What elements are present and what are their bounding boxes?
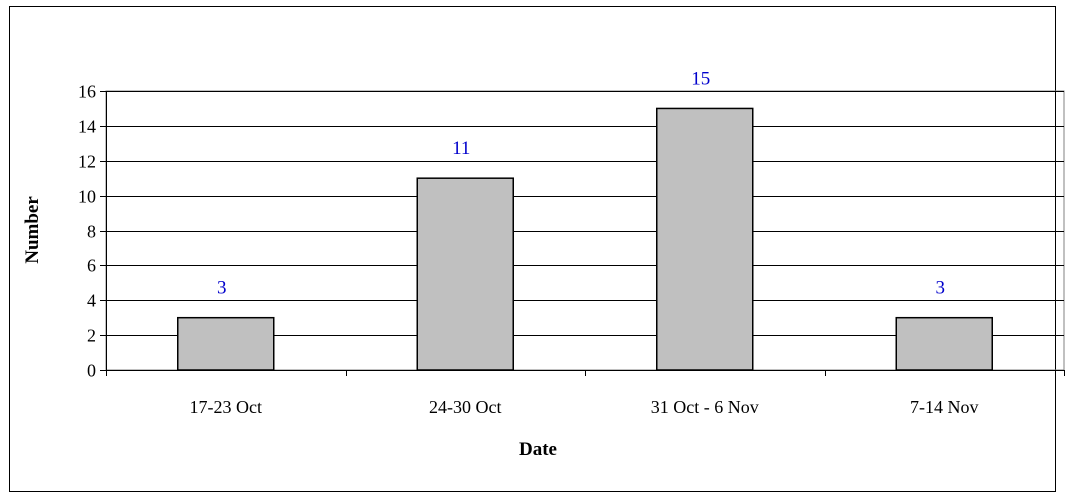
- x-tick-label: 7-14 Nov: [910, 397, 979, 417]
- y-tick-label: 4: [87, 291, 96, 311]
- y-tick-label: 10: [78, 187, 96, 207]
- bar: [656, 107, 754, 371]
- bar: [895, 316, 993, 371]
- y-tick-label: 0: [87, 361, 96, 381]
- y-tick-label: 12: [78, 152, 96, 172]
- chart-frame: [9, 6, 1056, 492]
- bar-data-label: 15: [691, 68, 710, 89]
- bar: [416, 177, 514, 371]
- axes: [100, 91, 1065, 376]
- bars: [177, 107, 993, 371]
- y-tick-label: 2: [87, 326, 96, 346]
- bar-data-label: 11: [452, 138, 470, 159]
- x-tick-label: 31 Oct - 6 Nov: [651, 397, 759, 417]
- x-axis-title: Date: [519, 439, 557, 460]
- y-tick-label: 6: [87, 256, 96, 276]
- bar-data-label: 3: [217, 278, 227, 299]
- y-tick-label: 16: [78, 82, 96, 102]
- x-tick-label: 24-30 Oct: [429, 397, 501, 417]
- y-tick-label: 8: [87, 222, 96, 242]
- x-tick-label: 17-23 Oct: [190, 397, 262, 417]
- y-axis-title: Number: [22, 196, 43, 264]
- bar-data-label: 3: [936, 278, 946, 299]
- y-tick-label: 14: [78, 117, 96, 137]
- labels: 0 2 4 6 8 10 12 14 16 3 11 15 3 17-23 Oct 24-30 Oct 31 …: [78, 68, 979, 417]
- bar: [177, 316, 275, 371]
